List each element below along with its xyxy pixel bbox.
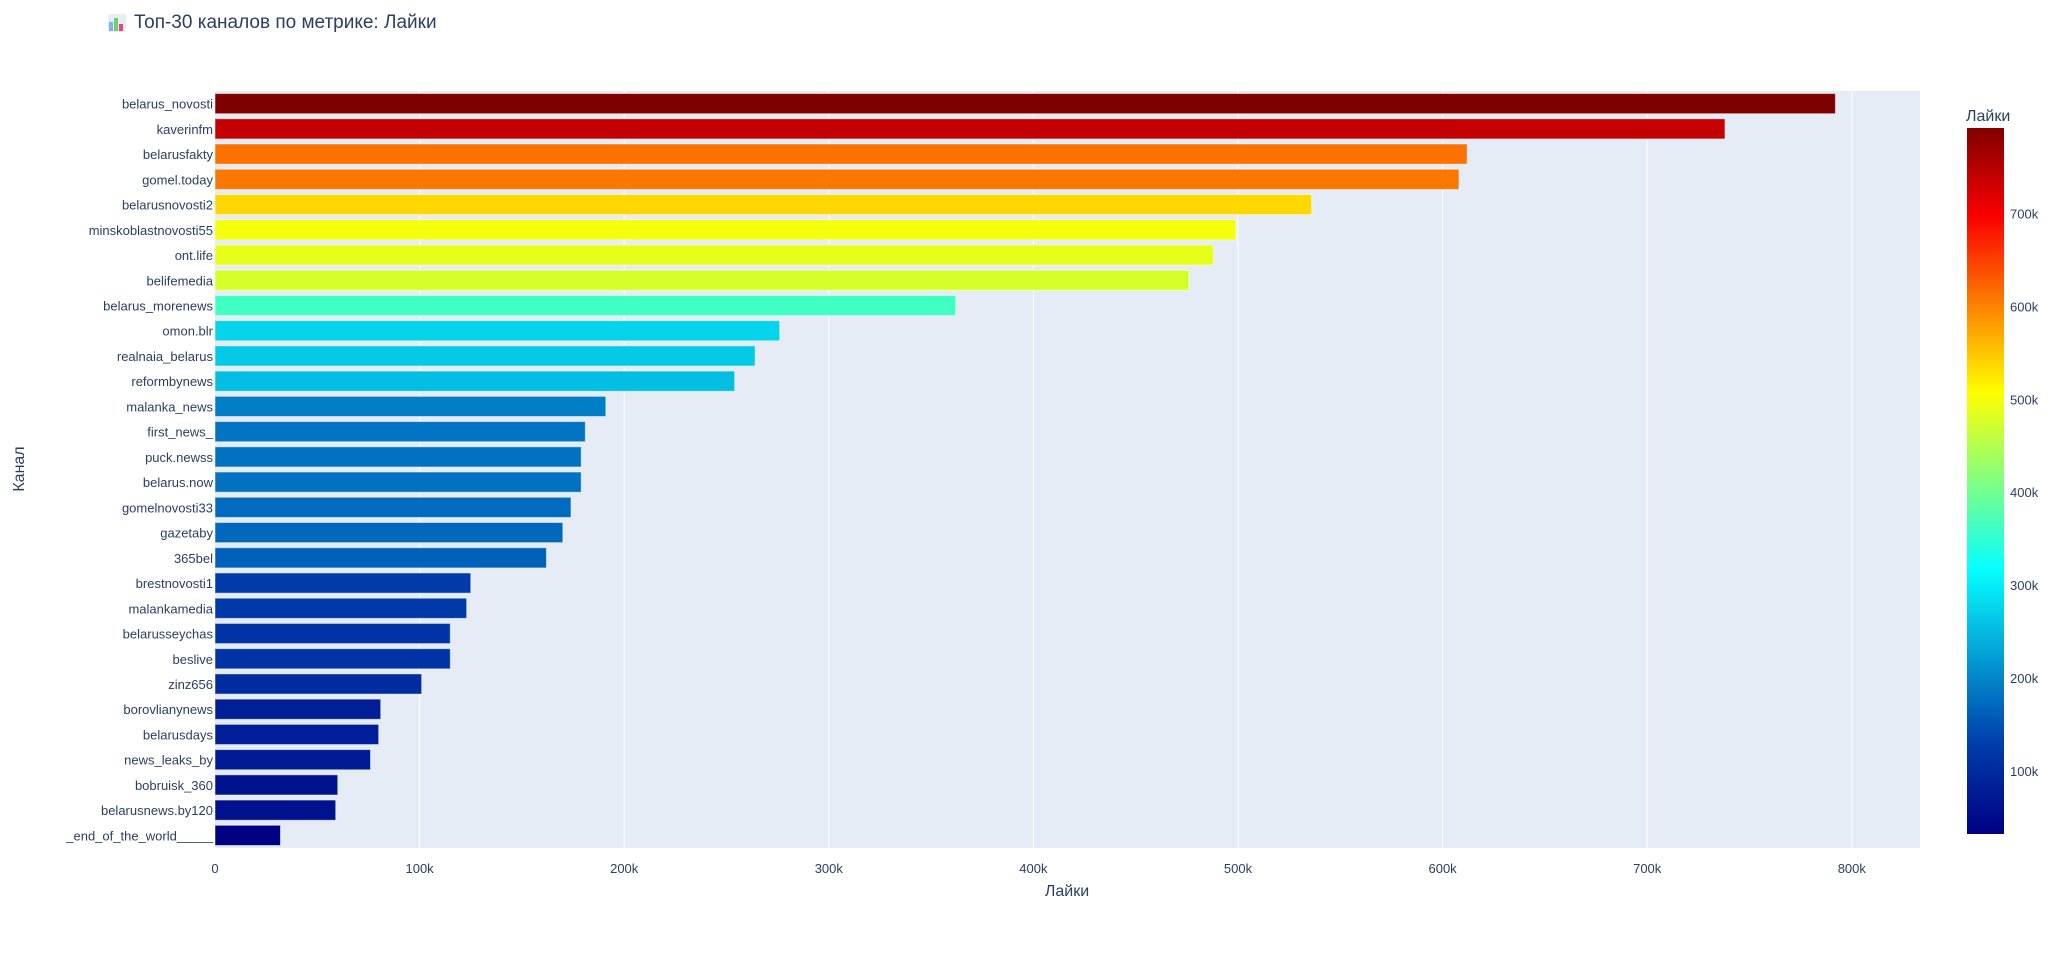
y-tick-label: omon.blr — [162, 324, 213, 339]
plot-area — [215, 91, 1920, 848]
bar[interactable] — [214, 471, 582, 493]
y-tick-label: belarusnovosti2 — [122, 198, 213, 213]
y-tick-label: _end_of_the_world_____ — [65, 828, 214, 843]
y-tick-label: belarus_novosti — [122, 97, 213, 112]
bar[interactable] — [214, 168, 1460, 190]
y-tick-label: borovlianynews — [123, 702, 213, 717]
x-tick-label: 700k — [1633, 861, 1662, 876]
y-tick-label: belarus_morenews — [103, 298, 213, 313]
x-tick-label: 300k — [815, 861, 844, 876]
bar[interactable] — [214, 597, 468, 619]
bar[interactable] — [214, 698, 382, 720]
y-tick-label: zinz656 — [168, 677, 213, 692]
bar[interactable] — [214, 244, 1214, 266]
bar[interactable] — [214, 421, 586, 443]
y-tick-label: malankamedia — [128, 601, 213, 616]
bar[interactable] — [214, 370, 736, 392]
y-tick-label: brestnovosti1 — [136, 576, 213, 591]
bar[interactable] — [214, 673, 423, 695]
bar[interactable] — [214, 496, 572, 518]
chart-title-text: Топ-30 каналов по метрике: Лайки — [134, 12, 437, 33]
y-tick-label: ont.life — [175, 248, 213, 263]
colorbar-ticks: 100k 200k 300k 400k 500k 600k 700k — [2010, 206, 2039, 778]
bar[interactable] — [214, 345, 756, 367]
y-tick-label: gazetaby — [160, 526, 213, 541]
bar[interactable] — [214, 219, 1237, 241]
bar[interactable] — [214, 446, 582, 468]
x-tick-label: 200k — [610, 861, 639, 876]
y-tick-label: belarus.now — [143, 475, 214, 490]
bar[interactable] — [214, 93, 1836, 115]
bar[interactable] — [214, 395, 607, 418]
bar[interactable] — [214, 269, 1190, 291]
bar[interactable] — [214, 572, 472, 594]
colorbar-tick-label: 400k — [2010, 485, 2039, 500]
y-tick-label: belarusfakty — [143, 147, 214, 162]
x-axis-title: Лайки — [1045, 883, 1089, 900]
bar[interactable] — [214, 648, 451, 670]
bar[interactable] — [214, 799, 337, 821]
gridlines — [419, 91, 1853, 848]
x-tick-label: 800k — [1838, 861, 1867, 876]
bars — [214, 93, 1836, 846]
y-tick-label: belarusseychas — [123, 627, 214, 642]
colorbar-tick-label: 500k — [2010, 392, 2039, 407]
bar[interactable] — [214, 294, 957, 317]
bar[interactable] — [214, 118, 1726, 140]
bar-chart-icon — [108, 14, 126, 32]
x-tick-label: 100k — [405, 861, 434, 876]
chart-title: Топ-30 каналов по метрике: Лайки — [108, 12, 437, 34]
y-tick-label: beslive — [173, 652, 213, 667]
y-tick-label: 365bel — [174, 551, 213, 566]
bar[interactable] — [214, 143, 1468, 165]
y-tick-label: first_news_ — [147, 425, 214, 440]
y-tick-label: belarusnews.by120 — [101, 803, 213, 818]
x-tick-label: 500k — [1224, 861, 1253, 876]
bar[interactable] — [214, 622, 451, 645]
y-tick-label: gomel.today — [142, 172, 213, 187]
colorbar-title: Лайки — [1966, 108, 2010, 125]
x-tick-label: 400k — [1019, 861, 1048, 876]
y-tick-label: bobruisk_360 — [135, 778, 213, 793]
y-tick-label: realnaia_belarus — [117, 349, 214, 364]
colorbar-tick-label: 100k — [2010, 764, 2039, 779]
colorbar — [1967, 128, 2004, 834]
bar[interactable] — [214, 774, 339, 796]
colorbar-tick-label: 300k — [2010, 578, 2039, 593]
x-tick-labels: 0 100k 200k 300k 400k 500k 600k 700k 800k — [211, 861, 1866, 876]
bar[interactable] — [214, 521, 564, 544]
colorbar-tick-label: 600k — [2010, 299, 2039, 314]
y-tick-labels: belarus_novosti kaverinfm belarusfakty gome… — [65, 97, 214, 844]
x-tick-label: 600k — [1428, 861, 1457, 876]
bar[interactable] — [214, 193, 1313, 216]
y-tick-label: puck.newss — [145, 450, 213, 465]
colorbar-tick-label: 700k — [2010, 206, 2039, 221]
bar[interactable] — [214, 749, 371, 771]
y-tick-label: news_leaks_by — [124, 753, 213, 768]
bar[interactable] — [214, 824, 281, 846]
y-tick-label: gomelnovosti33 — [122, 500, 213, 515]
x-tick-label: 0 — [211, 861, 218, 876]
y-axis-title: Канал — [11, 446, 28, 491]
y-tick-label: malanka_news — [126, 399, 213, 414]
colorbar-tick-label: 200k — [2010, 671, 2039, 686]
bar[interactable] — [214, 320, 781, 342]
y-tick-label: kaverinfm — [157, 122, 213, 137]
bar[interactable] — [214, 723, 380, 746]
bar[interactable] — [214, 547, 547, 569]
y-tick-label: belarusdays — [143, 727, 214, 742]
y-tick-label: belifemedia — [147, 273, 214, 288]
y-tick-label: reformbynews — [131, 374, 213, 389]
y-tick-label: minskoblastnovosti55 — [89, 223, 213, 238]
